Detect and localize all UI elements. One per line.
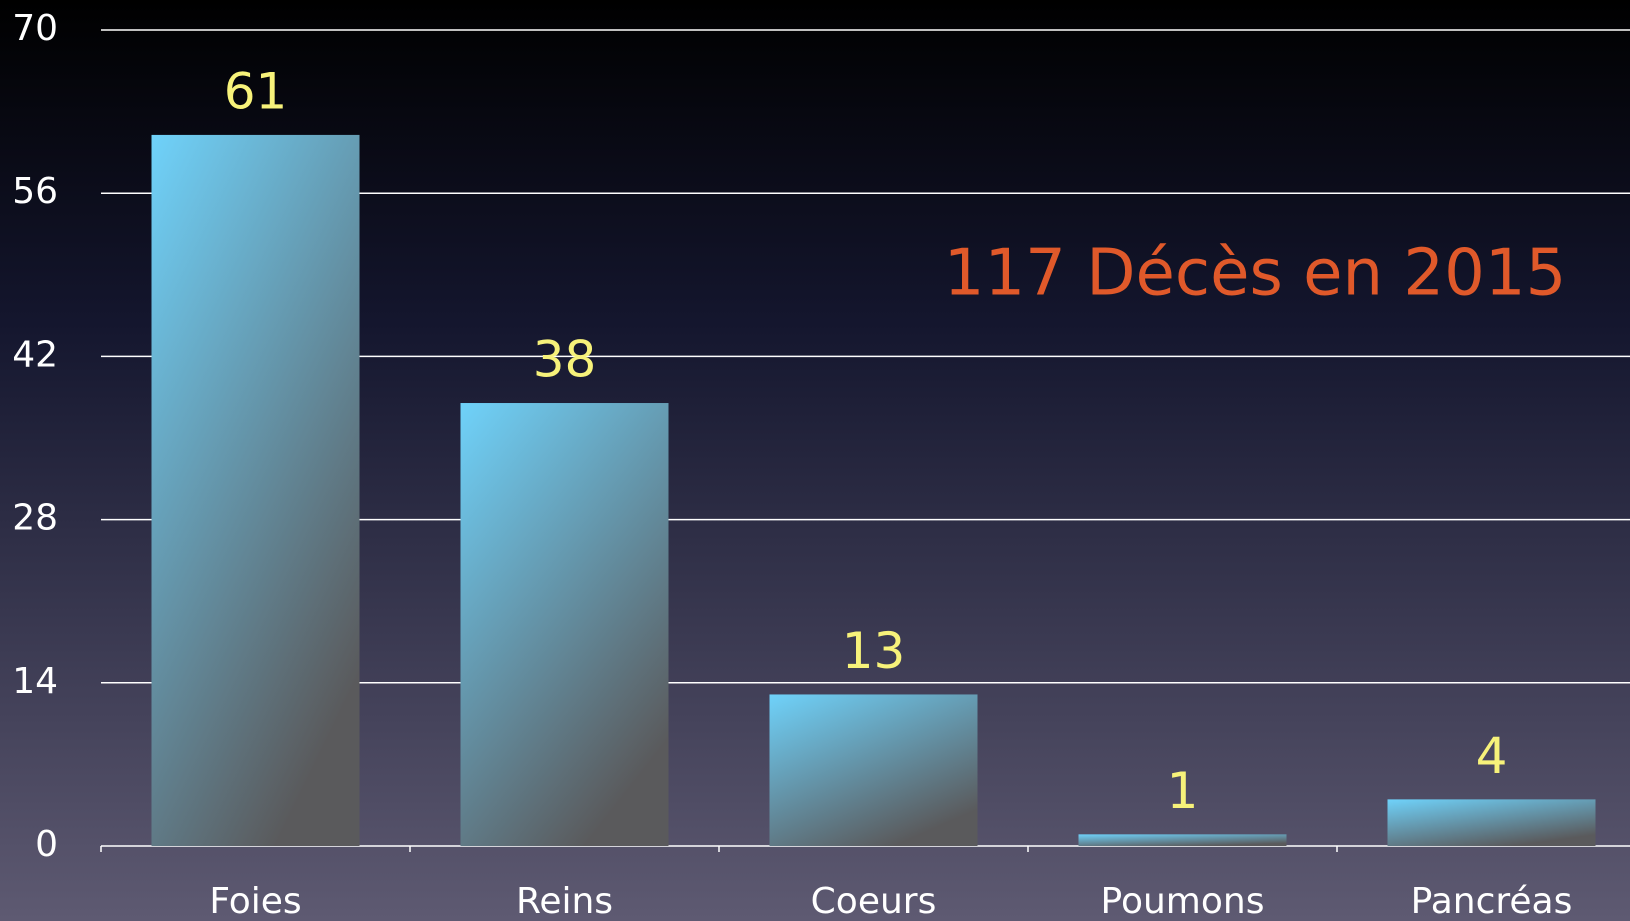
- value-label: 4: [1476, 727, 1508, 785]
- x-tick-label: Coeurs: [811, 881, 937, 921]
- bar: [460, 403, 669, 846]
- value-label: 38: [533, 331, 597, 389]
- value-label: 61: [224, 62, 288, 120]
- annotation: 117 Décès en 2015: [944, 237, 1567, 311]
- bar: [1078, 834, 1287, 846]
- y-tick-label: 42: [12, 334, 58, 375]
- y-tick-label: 14: [12, 661, 58, 702]
- x-tick-label: Poumons: [1101, 881, 1265, 921]
- bar: [769, 694, 978, 846]
- y-tick-label: 28: [12, 498, 58, 539]
- value-label: 1: [1167, 762, 1199, 820]
- y-tick-label: 56: [12, 171, 58, 212]
- value-label: 13: [842, 622, 906, 680]
- x-tick-label: Pancréas: [1411, 881, 1573, 921]
- y-tick-label: 70: [12, 8, 58, 49]
- bar: [1387, 799, 1596, 846]
- bar: [151, 134, 360, 846]
- x-tick-label: Reins: [516, 881, 613, 921]
- x-tick-label: Foies: [209, 881, 301, 921]
- y-tick-label: 0: [35, 824, 58, 865]
